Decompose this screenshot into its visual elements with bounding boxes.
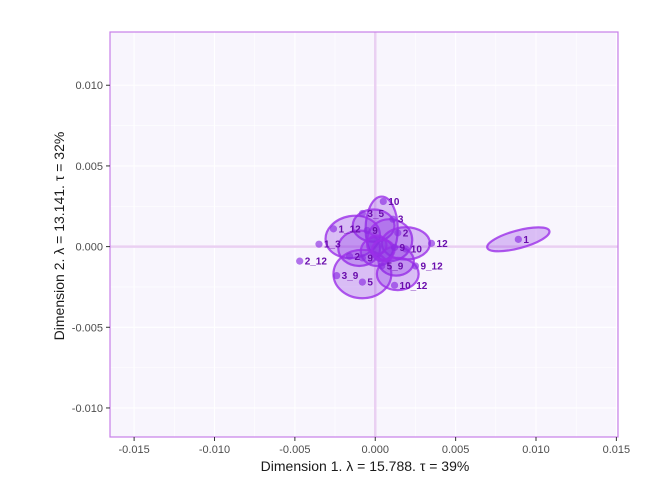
point-label: 9 <box>400 243 406 254</box>
point-layer <box>296 197 522 289</box>
x-tick-label: 0.010 <box>522 444 550 456</box>
x-tick-label: 0.005 <box>442 444 470 456</box>
point-label: 1_12 <box>338 224 361 235</box>
data-point <box>358 209 366 218</box>
data-point <box>427 239 436 247</box>
point-label: 1 <box>523 235 529 246</box>
data-point <box>315 240 323 248</box>
confidence-ellipse <box>375 256 420 292</box>
point-label: 12 <box>437 239 449 250</box>
data-point <box>411 262 420 270</box>
data-point <box>329 225 338 233</box>
data-point <box>333 272 341 280</box>
x-tick-label: 0.000 <box>361 444 389 456</box>
x-tick-label: -0.015 <box>119 444 150 456</box>
point-label: 2 <box>403 228 409 239</box>
data-point <box>402 245 410 253</box>
point-label: 10_12 <box>400 281 428 292</box>
data-point <box>390 243 399 252</box>
point-label: 3_5 <box>367 209 384 220</box>
point-label: 5_9 <box>387 261 404 272</box>
panel-background <box>110 32 618 437</box>
data-point <box>394 229 402 237</box>
point-label: 1_3 <box>324 240 341 251</box>
data-point <box>358 278 366 286</box>
y-axis-title: Dimension 2. λ = 13.141. τ = 32% <box>51 132 67 341</box>
y-tick-label: -0.010 <box>72 403 103 415</box>
data-point <box>389 215 397 223</box>
point-label: 10 <box>411 245 423 256</box>
point-label: 9_12 <box>420 261 443 272</box>
data-point <box>379 197 387 206</box>
data-point <box>363 226 371 235</box>
data-point <box>378 262 386 270</box>
point-label: 3 <box>398 215 404 226</box>
data-point <box>358 254 366 262</box>
point-label: 3_9 <box>342 271 359 282</box>
y-tick-label: -0.005 <box>72 322 103 334</box>
point-label: 2 <box>355 252 361 263</box>
data-point <box>296 257 304 265</box>
data-point <box>514 235 522 243</box>
y-tick-label: 0.005 <box>75 161 103 173</box>
y-tick-label: 0.000 <box>75 242 103 254</box>
x-axis-title: Dimension 1. λ = 15.788. τ = 39% <box>261 458 470 474</box>
point-label: 9 <box>367 253 373 264</box>
plot-panel <box>110 32 618 437</box>
x-tick-label: -0.005 <box>279 444 310 456</box>
point-label: 2_12 <box>305 257 328 268</box>
data-point <box>345 252 354 260</box>
confidence-ellipse <box>370 239 396 261</box>
x-tick-label: 0.015 <box>603 444 631 456</box>
point-label: 9 <box>372 226 378 237</box>
point-label: 10 <box>388 197 400 208</box>
data-point <box>390 281 399 289</box>
point-label: 5 <box>367 278 373 289</box>
y-tick-label: 0.010 <box>75 80 103 92</box>
axes-layer: -0.015 -0.010 -0.005 0.000 0.005 0.010 0.015 -0… <box>72 31 631 456</box>
x-tick-label: -0.010 <box>199 444 230 456</box>
panel-border <box>109 31 619 438</box>
